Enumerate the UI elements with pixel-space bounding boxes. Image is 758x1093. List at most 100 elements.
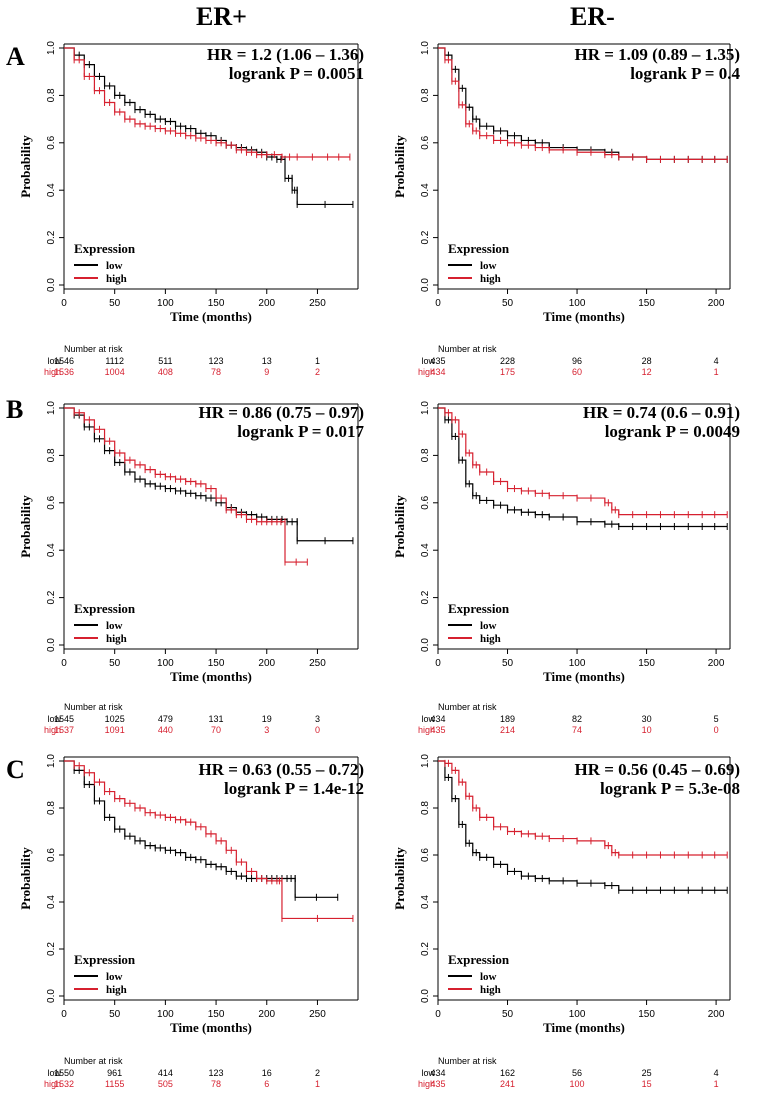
- risk-value: 13: [262, 356, 272, 366]
- risk-value: 435: [430, 725, 445, 735]
- risk-value: 123: [209, 1068, 224, 1078]
- y-tick-label: 0.6: [46, 135, 57, 149]
- y-tick-label: 0.8: [46, 448, 57, 462]
- risk-row-label-low: low: [421, 714, 435, 724]
- x-tick-label: 0: [61, 298, 67, 309]
- x-tick-label: 0: [435, 658, 441, 669]
- legend-title: Expression: [74, 952, 136, 967]
- risk-row-label-low: low: [47, 714, 61, 724]
- x-tick-label: 150: [208, 1009, 225, 1020]
- y-axis-title: Probability: [392, 135, 407, 198]
- hr-text: HR = 0.63 (0.55 – 0.72): [198, 760, 364, 779]
- km-panel-b-er-pos: 0.0 0.2 0.4 0.6 0.8 1.0 0 50 100 150 200 250 Time (m…: [18, 401, 359, 735]
- y-tick-label: 0.6: [420, 848, 431, 862]
- y-tick-label: 0.2: [46, 230, 57, 244]
- y-tick-label: 0.4: [420, 895, 431, 909]
- risk-value: 5: [714, 714, 719, 724]
- x-tick-label: 200: [258, 1009, 275, 1020]
- legend-label-low: low: [106, 260, 123, 272]
- y-tick-label: 1.0: [420, 401, 431, 415]
- y-tick-label: 0.2: [420, 590, 431, 604]
- risk-value: 1545: [54, 714, 74, 724]
- column-header-er-positive: ER+: [196, 2, 247, 31]
- y-tick-label: 0.8: [46, 88, 57, 102]
- risk-value: 479: [158, 714, 173, 724]
- risk-value: 961: [107, 1068, 122, 1078]
- x-tick-label: 150: [638, 298, 655, 309]
- y-tick-label: 0.8: [420, 801, 431, 815]
- y-axis-title: Probability: [18, 495, 33, 558]
- risk-value: 56: [572, 1068, 582, 1078]
- y-tick-label: 1.0: [46, 401, 57, 415]
- risk-value: 131: [209, 714, 224, 724]
- logrank-text: logrank P = 5.3e-08: [599, 779, 740, 798]
- risk-value: 1025: [105, 714, 125, 724]
- x-tick-label: 100: [157, 298, 174, 309]
- risk-value: 435: [430, 356, 445, 366]
- km-curve-low: [438, 760, 728, 891]
- x-tick-label: 150: [208, 298, 225, 309]
- risk-value: 16: [262, 1068, 272, 1078]
- y-tick-label: 0.4: [46, 543, 57, 557]
- risk-value: 19: [262, 714, 272, 724]
- x-tick-label: 250: [309, 658, 326, 669]
- x-tick-label: 0: [435, 298, 441, 309]
- risk-value: 434: [430, 714, 445, 724]
- risk-value: 440: [158, 725, 173, 735]
- x-tick-label: 50: [109, 1009, 121, 1020]
- risk-value: 1: [714, 1079, 719, 1089]
- legend-title: Expression: [448, 952, 510, 967]
- risk-value: 100: [570, 1079, 585, 1089]
- x-tick-label: 0: [61, 1009, 67, 1020]
- risk-value: 214: [500, 725, 515, 735]
- risk-value: 1: [315, 356, 320, 366]
- x-tick-label: 50: [109, 658, 121, 669]
- risk-value: 189: [500, 714, 515, 724]
- x-tick-label: 250: [309, 298, 326, 309]
- y-tick-label: 0.4: [46, 895, 57, 909]
- risk-row-label-low: low: [421, 356, 435, 366]
- x-tick-label: 150: [638, 658, 655, 669]
- y-tick-label: 0.0: [420, 638, 431, 652]
- y-axis-title: Probability: [18, 847, 33, 910]
- x-axis-title: Time (months): [170, 309, 252, 324]
- risk-value: 434: [430, 1068, 445, 1078]
- km-curve-high: [438, 407, 728, 516]
- risk-table-header: Number at risk: [438, 702, 497, 712]
- y-tick-label: 1.0: [46, 754, 57, 768]
- hr-stat-c-er-neg: HR = 0.56 (0.45 – 0.69) logrank P = 5.3e…: [574, 760, 740, 798]
- column-header-er-negative: ER-: [570, 2, 615, 31]
- legend-title: Expression: [448, 241, 510, 256]
- legend-label-low: low: [480, 971, 497, 983]
- x-tick-label: 50: [502, 1009, 514, 1020]
- x-tick-label: 50: [502, 298, 514, 309]
- risk-value: 60: [572, 367, 582, 377]
- logrank-text: logrank P = 0.4: [630, 64, 740, 83]
- risk-row-label-low: low: [47, 1068, 61, 1078]
- row-label-a: A: [6, 42, 25, 71]
- km-curve-low: [64, 407, 353, 542]
- risk-table-header: Number at risk: [64, 344, 123, 354]
- y-axis-title: Probability: [392, 495, 407, 558]
- risk-value: 30: [642, 714, 652, 724]
- km-panel-a-er-pos: 0.0 0.2 0.4 0.6 0.8 1.0 0 50 100 150 200 250 Time (m…: [18, 41, 359, 377]
- x-tick-label: 0: [61, 658, 67, 669]
- risk-value: 78: [211, 367, 221, 377]
- risk-table-header: Number at risk: [438, 1056, 497, 1066]
- hr-stat-b-er-pos: HR = 0.86 (0.75 – 0.97) logrank P = 0.01…: [198, 403, 364, 441]
- x-tick-label: 100: [569, 298, 586, 309]
- risk-value: 3: [315, 714, 320, 724]
- risk-value: 9: [264, 367, 269, 377]
- hr-stat-b-er-neg: HR = 0.74 (0.6 – 0.91) logrank P = 0.004…: [583, 403, 740, 441]
- risk-row-label-high: high: [44, 367, 61, 377]
- logrank-text: logrank P = 1.4e-12: [223, 779, 364, 798]
- risk-value: 505: [158, 1079, 173, 1089]
- risk-table-header: Number at risk: [64, 1056, 123, 1066]
- risk-row-label-high: high: [418, 1079, 435, 1089]
- y-tick-label: 0.8: [420, 88, 431, 102]
- risk-value: 10: [642, 725, 652, 735]
- risk-value: 241: [500, 1079, 515, 1089]
- x-tick-label: 200: [708, 1009, 725, 1020]
- risk-value: 1550: [54, 1068, 74, 1078]
